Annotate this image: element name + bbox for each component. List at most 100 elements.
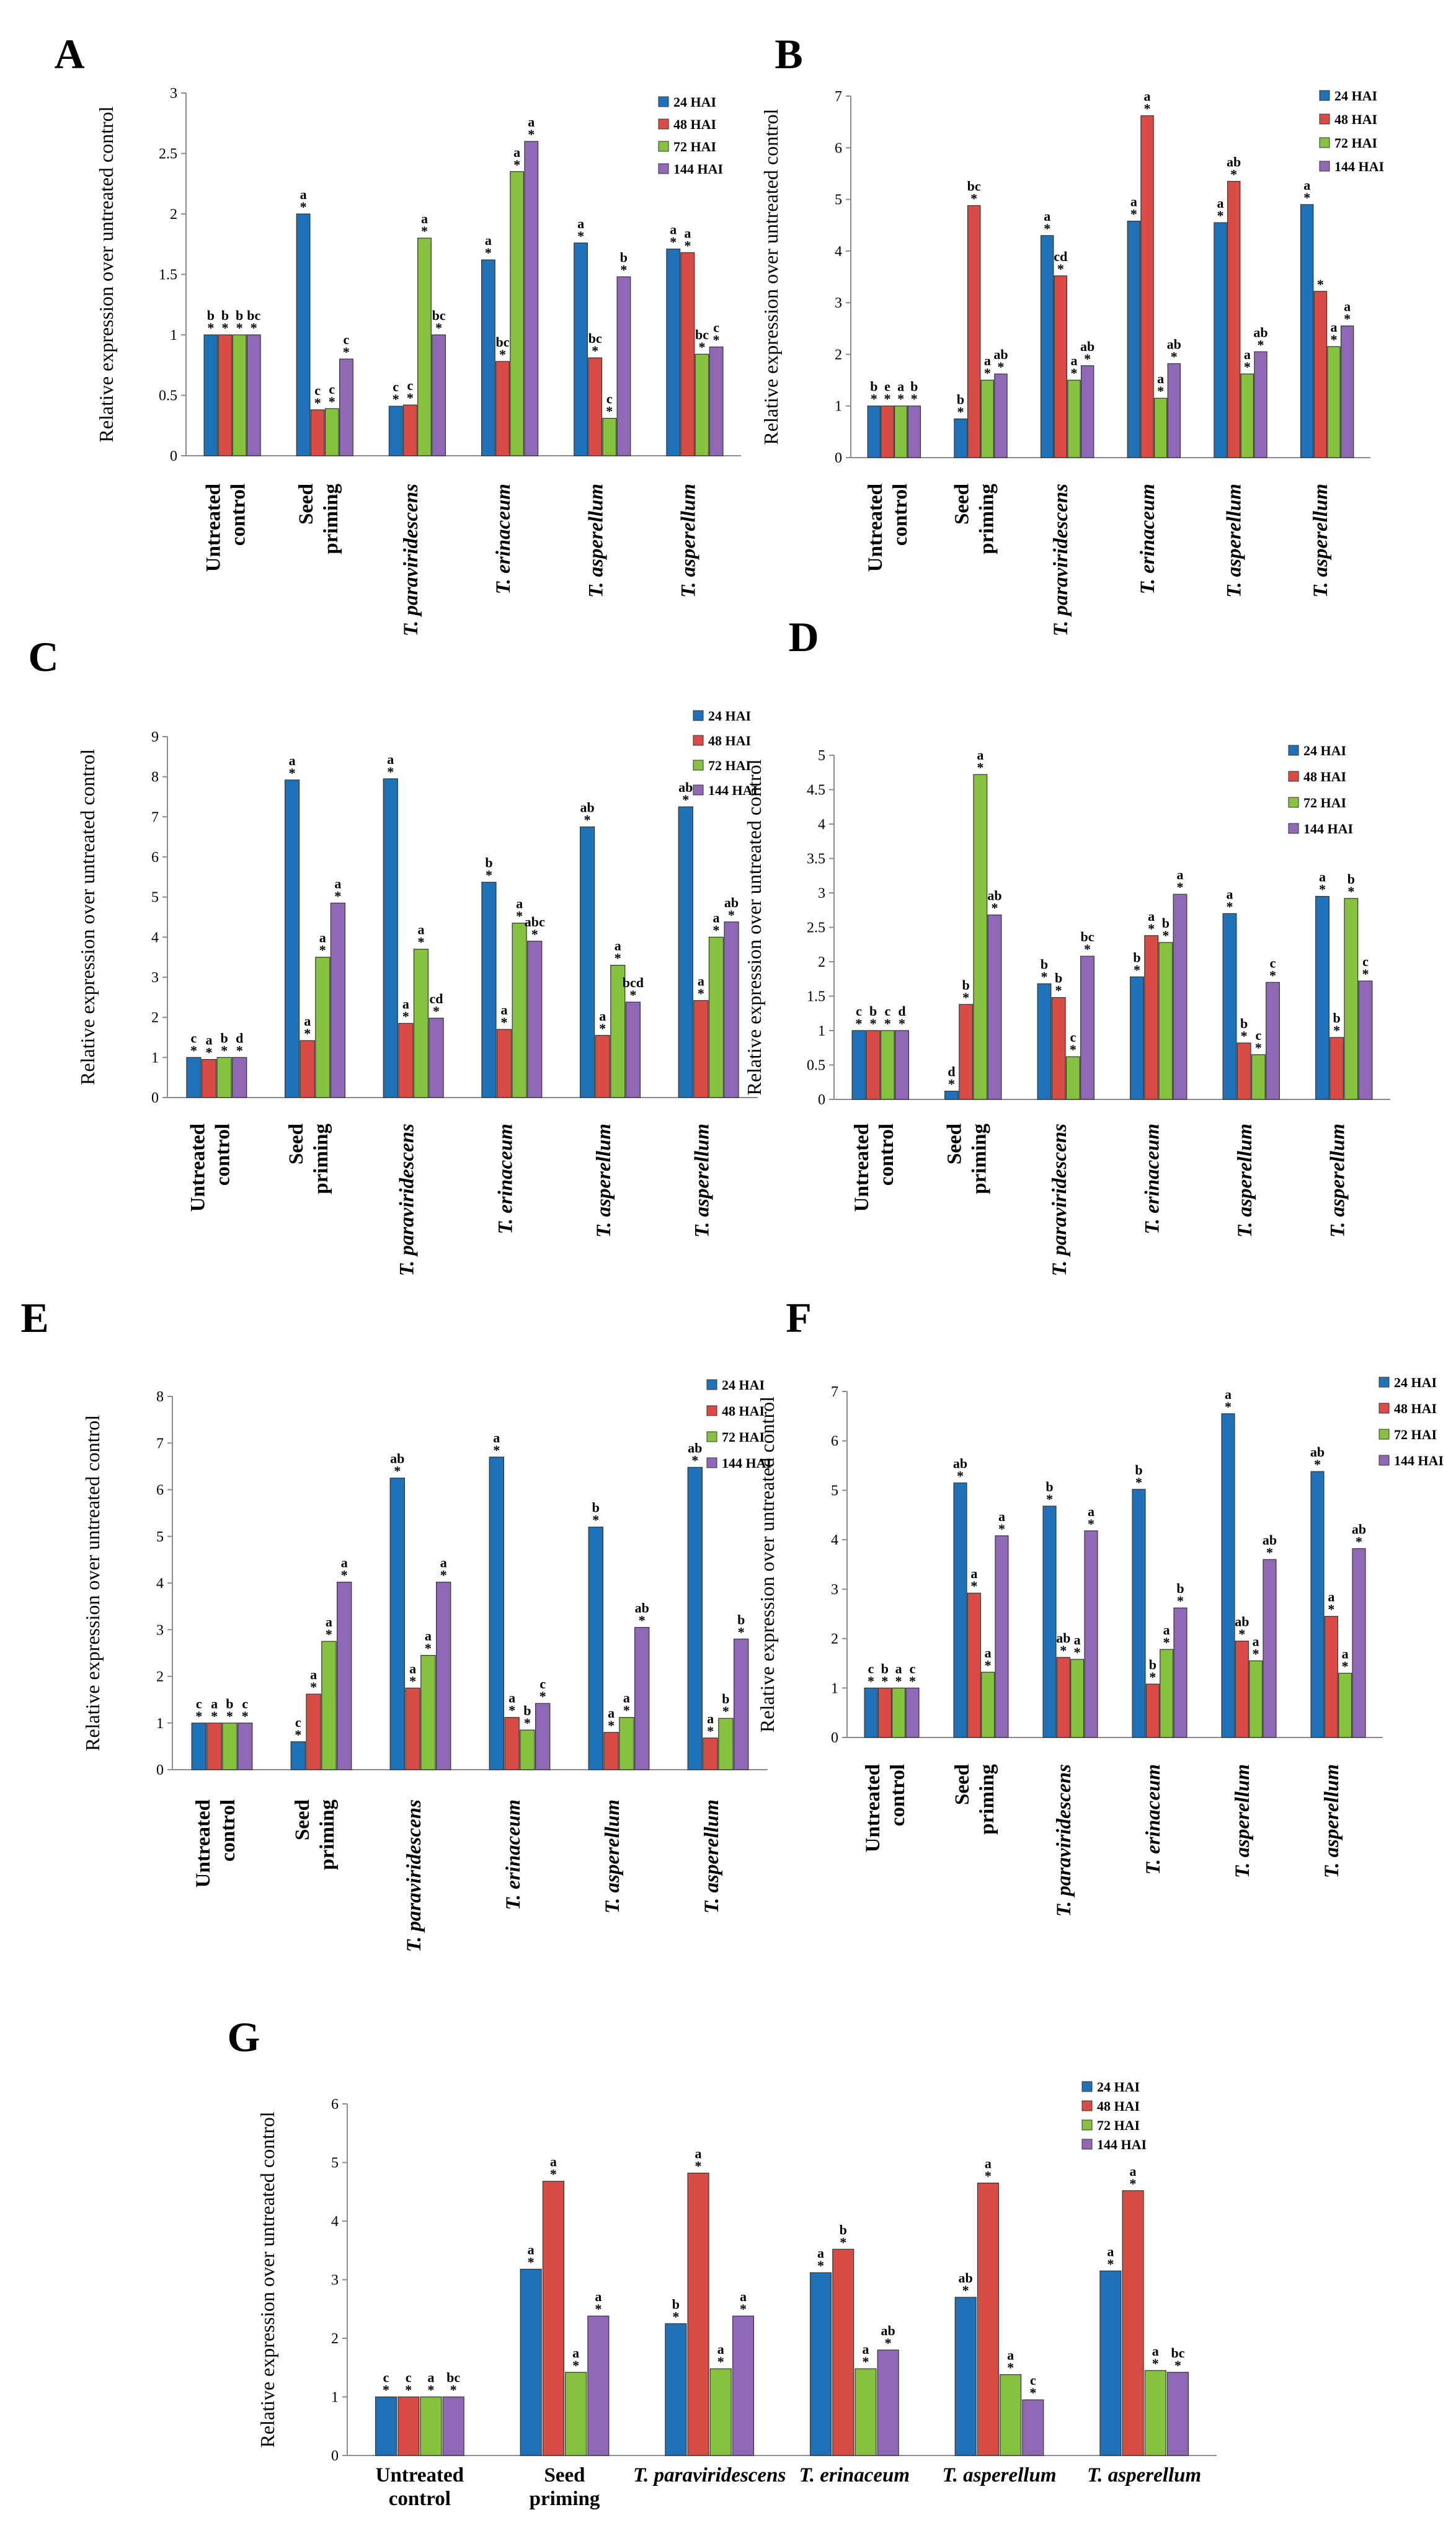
panel-a-bar-144-hai-cat4 <box>616 276 631 456</box>
panel-f-x-category-label: T. asperellum <box>1321 1764 1343 1878</box>
panel-g-bar-144-hai-cat4 <box>1022 2399 1044 2456</box>
panel-f-group-letter: c <box>910 1661 916 1676</box>
panel-c-bar-72-hai-cat5 <box>708 936 724 1098</box>
panel-c-group-letter: a <box>334 876 341 891</box>
panel-a-significance-star: * <box>577 228 584 244</box>
panel-c-group-letter: ab <box>724 895 739 910</box>
panel-f-y-axis-title: Relative expression over untreated contr… <box>756 1396 778 1732</box>
panel-f-bar-72-hai-cat4 <box>1249 1660 1263 1738</box>
panel-f-letter: F <box>786 1294 812 1341</box>
panel-a-group-letter: c <box>314 383 321 398</box>
panel-e-bar-24-hai-cat5 <box>687 1466 703 1770</box>
panel-d-x-category-label: T. asperellum <box>1234 1124 1256 1238</box>
panel-g-significance-star: * <box>1007 2360 1014 2376</box>
panel-b-group-letter: a <box>1144 89 1151 104</box>
panel-f-y-tick-label: 7 <box>831 1384 838 1400</box>
panel-b-bar-24-hai-cat0 <box>867 406 881 458</box>
panel-c-bar-48-hai-cat1 <box>300 1040 315 1098</box>
panel-f-significance-star: * <box>1060 1643 1067 1658</box>
panel-a-group-letter: c <box>407 378 413 393</box>
panel-g-bar-72-hai-cat2 <box>709 2368 732 2456</box>
panel-e-significance-star: * <box>326 1626 332 1642</box>
panel-d-bar-144-hai-cat5 <box>1358 980 1373 1100</box>
panel-c-x-category-label: T. asperellum <box>691 1124 714 1238</box>
panel-a-bar-72-hai-cat1 <box>324 408 339 456</box>
panel-a-significance-star: * <box>606 404 613 419</box>
panel-e-significance-star: * <box>195 1708 202 1724</box>
panel-c-bar-144-hai-cat1 <box>330 902 345 1098</box>
panel-e-group-letter: a <box>211 1696 218 1711</box>
panel-f-significance-star: * <box>1314 1457 1321 1472</box>
panel-e-group-letter: b <box>226 1696 233 1711</box>
panel-b-significance-star: * <box>1303 190 1310 205</box>
panel-c-legend-swatch <box>693 784 704 796</box>
panel-b-group-letter: a <box>984 353 991 368</box>
panel-b-significance-star: * <box>1157 383 1164 399</box>
panel-e-bar-72-hai-cat1 <box>321 1641 337 1770</box>
panel-c-bar-144-hai-cat2 <box>428 1018 444 1098</box>
panel-g-bar-72-hai-cat0 <box>420 2396 442 2456</box>
panel-a-significance-star: * <box>329 394 335 409</box>
panel-e-x-category-label: T. asperellum <box>701 1799 723 1914</box>
panel-b-group-letter: a <box>897 379 904 394</box>
panel-g-significance-star: * <box>1174 2358 1181 2373</box>
panel-e-y-axis-title: Relative expression over untreated contr… <box>81 1415 104 1751</box>
panel-g-group-letter: a <box>862 2341 869 2357</box>
panel-b-x-category-label: priming <box>976 484 998 554</box>
panel-f-legend-swatch <box>1378 1429 1390 1440</box>
panel-a-group-letter: b <box>620 249 628 265</box>
panel-f-significance-star: * <box>1342 1658 1349 1674</box>
panel-g-group-letter: c <box>383 2370 389 2385</box>
panel-e-bar-48-hai-cat3 <box>504 1717 520 1770</box>
panel-d-bar-72-hai-cat3 <box>1158 942 1173 1100</box>
panel-d-legend-label: 24 HAI <box>1303 743 1346 758</box>
panel-a-x-category-label: control <box>228 484 250 546</box>
panel-e-group-letter: ab <box>390 1451 404 1466</box>
panel-f-significance-star: * <box>1225 1399 1232 1414</box>
panel-e-bar-24-hai-cat2 <box>389 1478 406 1770</box>
panel-a-group-letter: c <box>329 381 335 397</box>
panel-a-bar-48-hai-cat3 <box>495 361 510 456</box>
panel-g-legend-swatch <box>1081 2139 1093 2150</box>
panel-b-bar-48-hai-cat0 <box>881 406 894 458</box>
panel-d-group-letter: b <box>1162 915 1170 931</box>
panel-e-y-tick-label: 4 <box>156 1576 164 1592</box>
panel-e-bar-48-hai-cat0 <box>206 1723 222 1770</box>
panel-g-bar-144-hai-cat2 <box>732 2315 755 2456</box>
panel-f-group-letter: a <box>895 1661 902 1676</box>
panel-a-bar-72-hai-cat5 <box>695 353 709 456</box>
panel-c-significance-star: * <box>387 764 394 779</box>
panel-f-significance-star: * <box>1088 1516 1094 1532</box>
panel-e-legend-label: 72 HAI <box>722 1429 765 1445</box>
panel-g-group-letter: a <box>1152 2343 1159 2359</box>
panel-f-x-category-label: Seed <box>951 1764 974 1805</box>
panel-f-legend-swatch <box>1378 1403 1390 1414</box>
panel-e-significance-star: * <box>409 1673 416 1688</box>
panel-b-bar-144-hai-cat4 <box>1254 351 1267 458</box>
panel-g-x-category-label: priming <box>530 2488 600 2510</box>
panel-c-legend-swatch <box>693 760 704 771</box>
panel-d-bar-48-hai-cat1 <box>959 1004 974 1100</box>
panel-c-significance-star: * <box>584 812 591 828</box>
panel-a-legend-label: 144 HAI <box>673 161 723 177</box>
panel-b-bar-48-hai-cat4 <box>1227 180 1241 458</box>
panel-b-bar-24-hai-cat3 <box>1127 220 1141 458</box>
panel-b-significance-star: * <box>1057 261 1064 277</box>
panel-f-bar-24-hai-cat2 <box>1042 1506 1057 1738</box>
panel-g-x-category-label: control <box>389 2488 451 2510</box>
panel-b-group-letter: ab <box>1227 154 1241 169</box>
panel-d-x-category-label: T. paraviridescens <box>1049 1124 1071 1276</box>
panel-b-significance-star: * <box>1044 221 1050 236</box>
panel-a-y-tick-label: 1.5 <box>159 267 177 283</box>
panel-c-group-letter: b <box>485 855 492 871</box>
panel-e-group-letter: a <box>409 1661 416 1676</box>
panel-b-significance-star: * <box>1344 311 1351 327</box>
panel-c-bar-24-hai-cat3 <box>481 882 497 1098</box>
panel-a-bar-72-hai-cat0 <box>232 334 247 456</box>
panel-g-bar-48-hai-cat1 <box>542 2181 564 2456</box>
panel-d-group-letter: c <box>1255 1027 1261 1043</box>
panel-d-bar-48-hai-cat3 <box>1144 935 1159 1100</box>
panel-c-significance-star: * <box>486 867 492 883</box>
panel-e-group-letter: a <box>707 1711 714 1726</box>
panel-b-group-letter: a <box>1044 208 1050 224</box>
